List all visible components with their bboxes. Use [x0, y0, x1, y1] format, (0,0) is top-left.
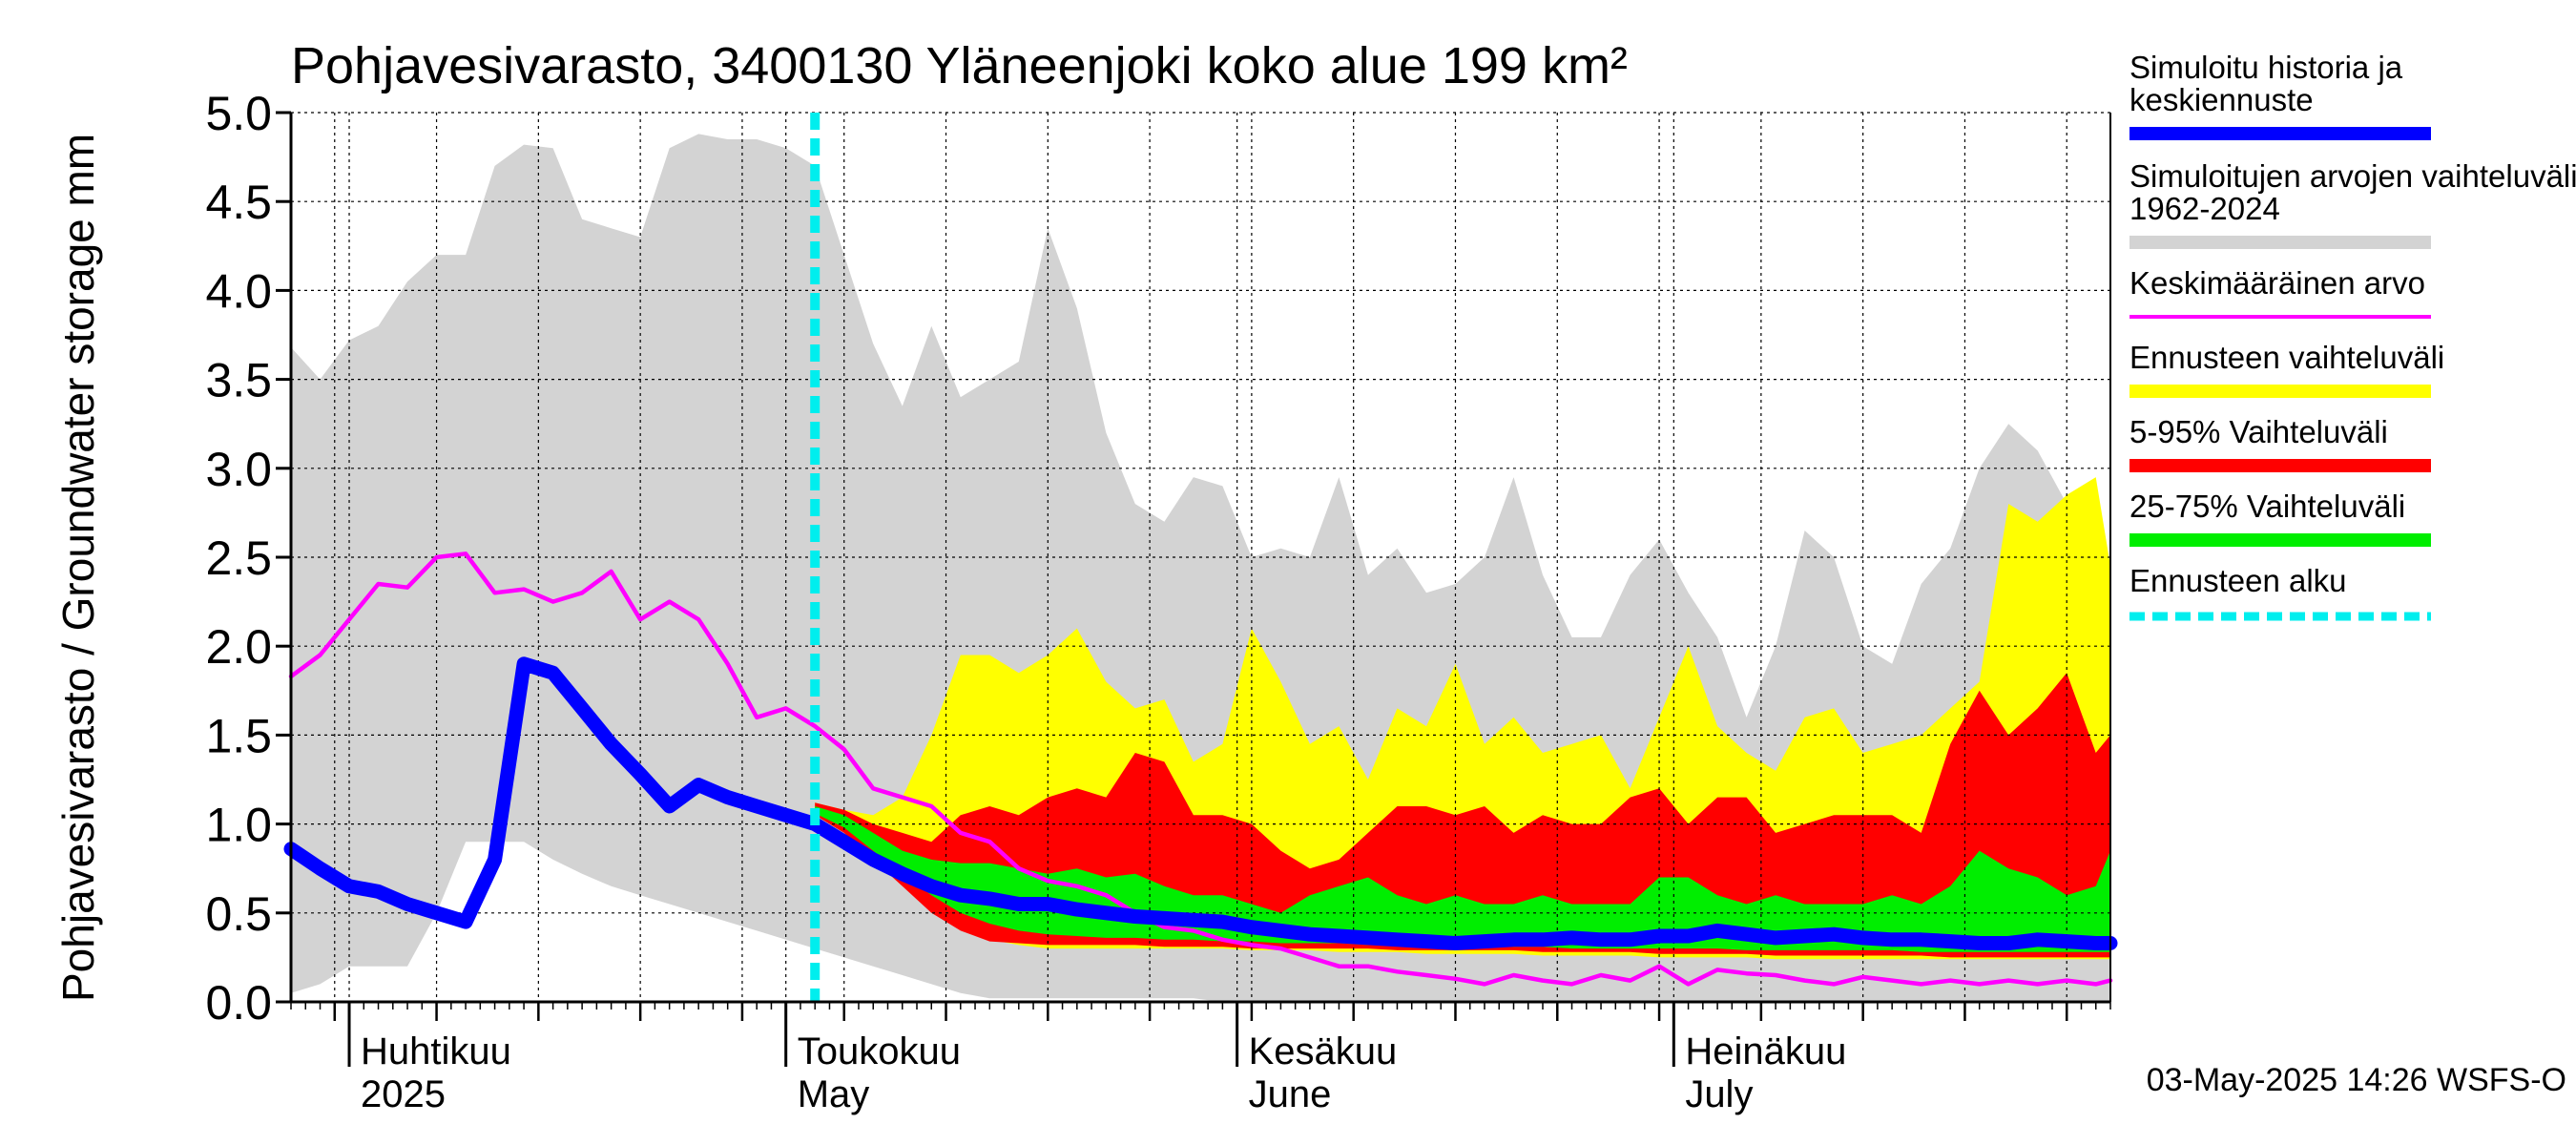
y-tick-label: 3.5: [205, 354, 272, 407]
grid-layer: [291, 112, 2110, 1002]
lines-layer: [283, 113, 2118, 1002]
x-month-label: Toukokuu: [798, 1030, 961, 1072]
y-tick-label: 1.0: [205, 799, 272, 852]
legend-label: 25-75% Vaihteluväli: [2129, 489, 2405, 524]
legend-label: Ennusteen alku: [2129, 563, 2347, 598]
chart-title: Pohjavesivarasto, 3400130 Yläneenjoki ko…: [291, 37, 1628, 94]
legend-label: Simuloitu historia ja: [2129, 50, 2403, 85]
legend-label: keskiennuste: [2129, 82, 2314, 117]
y-axis-label: Pohjavesivarasto / Groundwater storage m…: [53, 134, 103, 1002]
x-month-sublabel: June: [1249, 1073, 1332, 1115]
y-tick-label: 4.0: [205, 264, 272, 318]
bands-layer: [291, 134, 2111, 1002]
series-line-keskim-r-inen-arvo: [288, 552, 2113, 987]
legend-label: Keskimääräinen arvo: [2129, 265, 2425, 301]
x-month-sublabel: 2025: [361, 1073, 446, 1115]
y-tick-label: 0.5: [205, 887, 272, 941]
legend-label: Simuloitujen arvojen vaihteluväli: [2129, 158, 2576, 194]
footer-timestamp: 03-May-2025 14:26 WSFS-O: [2147, 1062, 2566, 1098]
y-tick-label: 3.0: [205, 443, 272, 496]
y-tick-label: 4.5: [205, 176, 272, 229]
y-tick-label: 5.0: [205, 87, 272, 140]
x-month-label: Heinäkuu: [1685, 1030, 1846, 1072]
y-tick-label: 0.0: [205, 976, 272, 1030]
legend-label: 1962-2024: [2129, 191, 2280, 226]
x-month-sublabel: May: [798, 1073, 870, 1115]
y-tick-label: 1.5: [205, 709, 272, 762]
x-month-label: Kesäkuu: [1249, 1030, 1398, 1072]
x-month-sublabel: July: [1685, 1073, 1753, 1115]
axes-layer: 0.0 0.5 1.0 1.5 2.0 2.5 3.0 3.5 4.0 4.5 5.0 Huhtiku…: [205, 87, 2111, 1115]
x-month-label: Huhtikuu: [361, 1030, 511, 1072]
legend-label: 5-95% Vaihteluväli: [2129, 414, 2388, 449]
legend-label: Ennusteen vaihteluväli: [2129, 340, 2444, 375]
y-tick-label: 2.5: [205, 531, 272, 585]
y-tick-label: 2.0: [205, 620, 272, 674]
series-line-simuloitu-historia-ja-keskiennuste: [283, 656, 2118, 950]
